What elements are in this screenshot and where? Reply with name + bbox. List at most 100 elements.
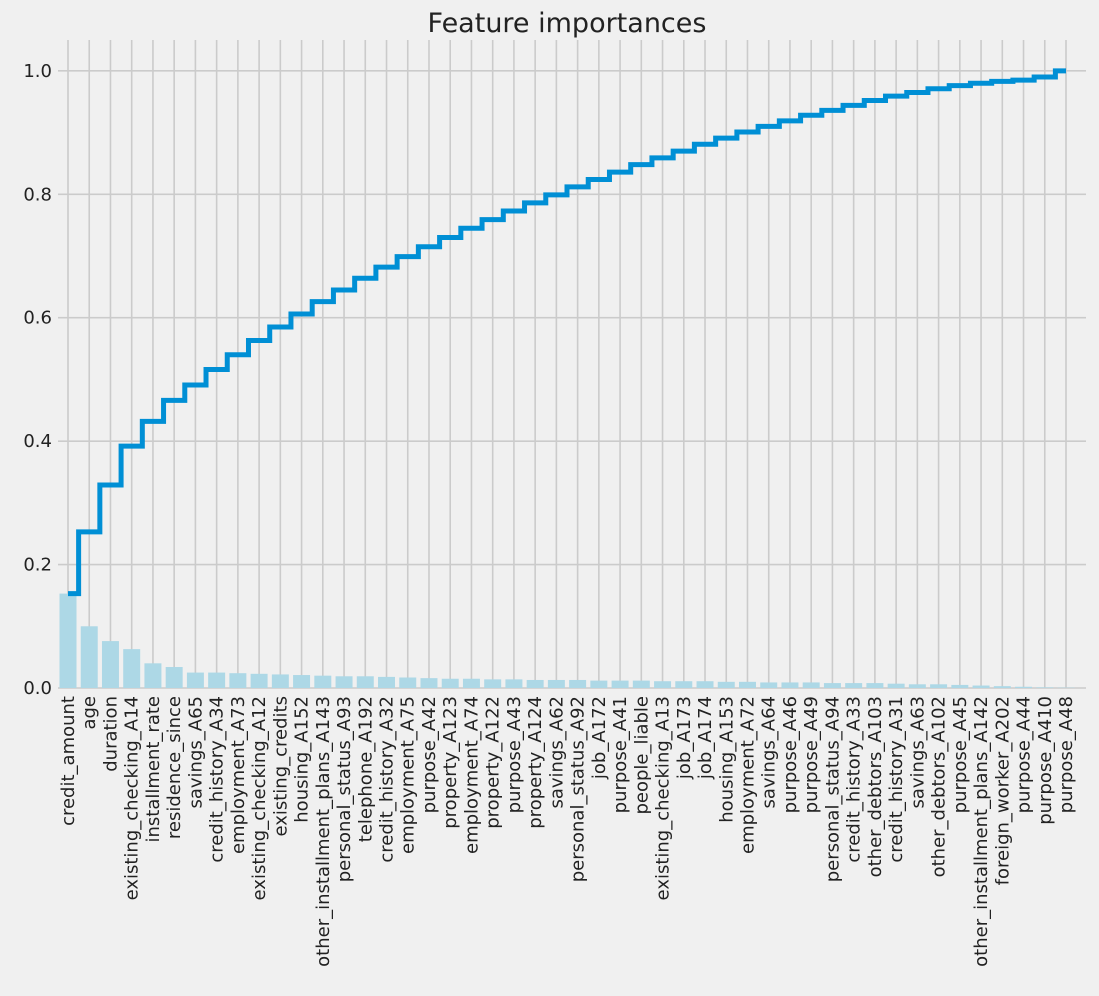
- importance-bar: [547, 679, 565, 688]
- x-tick-label: people_liable: [631, 696, 652, 815]
- importance-bar: [569, 679, 587, 688]
- importance-bar: [378, 676, 396, 688]
- x-tick-label: other_debtors_A102: [929, 696, 950, 877]
- importance-bar: [186, 672, 204, 688]
- x-tick-label: purpose_A45: [950, 696, 971, 813]
- importance-bar: [951, 684, 969, 688]
- x-tick-label: savings_A64: [759, 696, 780, 809]
- importance-bar: [908, 684, 926, 688]
- y-axis-ticks: 0.0 0.2 0.4 0.6 0.8 1.0: [23, 61, 52, 699]
- importance-bar: [1036, 687, 1054, 688]
- x-tick-label: purpose_A48: [1056, 696, 1077, 813]
- x-tick-label: job_A172: [589, 696, 610, 780]
- importance-bar: [335, 676, 353, 688]
- importance-bar: [484, 679, 502, 688]
- importance-bar: [993, 686, 1011, 688]
- x-tick-label: foreign_worker_A202: [992, 696, 1013, 885]
- x-tick-label: purpose_A410: [1035, 696, 1056, 825]
- x-tick-label: housing_A152: [292, 696, 313, 823]
- importance-bar: [1015, 686, 1033, 688]
- x-tick-label: credit_history_A32: [377, 696, 398, 863]
- importance-bar: [930, 684, 948, 688]
- y-tick-label: 0.2: [23, 555, 52, 576]
- importance-bar: [123, 649, 141, 688]
- importance-bar: [144, 663, 162, 688]
- importance-bar: [165, 667, 183, 688]
- x-tick-label: purpose_A44: [1014, 696, 1035, 813]
- x-tick-label: purpose_A41: [610, 696, 631, 813]
- importance-bar: [590, 680, 608, 688]
- x-axis-ticks: credit_amount age duration existing_checkin…: [58, 696, 1077, 967]
- grid-layer: [58, 40, 1086, 689]
- x-tick-label: purpose_A46: [780, 696, 801, 813]
- importance-bar: [866, 683, 884, 688]
- x-tick-label: purpose_A43: [504, 696, 525, 813]
- x-tick-label: residence_since: [164, 696, 185, 839]
- x-tick-label: employment_A74: [461, 696, 482, 854]
- x-tick-label: job_A173: [674, 696, 695, 780]
- y-tick-label: 0.0: [23, 678, 52, 699]
- x-tick-label: purpose_A49: [801, 696, 822, 813]
- x-tick-label: personal_status_A93: [334, 696, 355, 882]
- importance-bar: [611, 680, 629, 688]
- importance-bar: [887, 683, 905, 688]
- importance-bar: [632, 680, 650, 688]
- x-tick-label: other_installment_plans_A143: [313, 696, 334, 967]
- x-tick-label: savings_A65: [185, 696, 206, 809]
- importance-bar: [356, 676, 374, 688]
- x-tick-label: credit_history_A31: [886, 696, 907, 863]
- x-tick-label: personal_status_A92: [568, 696, 589, 882]
- x-tick-label: employment_A72: [737, 696, 758, 854]
- importance-bar: [462, 678, 480, 688]
- importance-bar: [675, 681, 693, 688]
- importance-bar: [760, 682, 778, 688]
- y-tick-label: 0.4: [23, 431, 52, 452]
- importance-bar: [781, 682, 799, 688]
- importance-bar: [229, 673, 247, 688]
- x-tick-label: credit_amount: [58, 696, 79, 826]
- x-tick-label: existing_checking_A14: [122, 696, 143, 900]
- chart-title: Feature importances: [428, 8, 707, 39]
- importance-bar: [420, 678, 438, 688]
- x-tick-label: telephone_A192: [355, 696, 376, 842]
- importance-bar: [526, 679, 544, 688]
- y-tick-label: 0.8: [23, 184, 52, 205]
- x-tick-label: existing_checking_A12: [249, 696, 270, 900]
- x-tick-label: savings_A62: [546, 696, 567, 809]
- bar-layer: [59, 593, 1075, 688]
- line-layer: [68, 68, 1066, 597]
- importance-bar: [505, 679, 523, 688]
- importance-bar: [845, 683, 863, 688]
- importance-bar: [399, 677, 417, 688]
- importance-bar: [717, 681, 735, 688]
- importance-bar: [250, 673, 268, 688]
- importance-bar: [208, 672, 226, 688]
- importance-bar: [823, 683, 841, 688]
- x-tick-label: job_A174: [695, 696, 716, 780]
- importance-bar: [802, 682, 820, 688]
- importance-bar: [101, 641, 119, 688]
- x-tick-label: employment_A73: [228, 696, 249, 854]
- importance-bar: [293, 675, 311, 688]
- x-tick-label: personal_status_A94: [822, 696, 843, 882]
- importance-bar: [314, 675, 332, 688]
- x-tick-label: credit_history_A33: [844, 696, 865, 863]
- y-tick-label: 0.6: [23, 308, 52, 329]
- x-tick-label: property_A122: [483, 696, 504, 829]
- importance-bar: [972, 685, 990, 688]
- importance-bar: [80, 626, 98, 688]
- x-tick-label: duration: [100, 696, 121, 772]
- x-tick-label: other_debtors_A103: [865, 696, 886, 877]
- x-tick-label: employment_A75: [398, 696, 419, 854]
- cumulative-importance-line: [68, 68, 1066, 597]
- x-tick-label: savings_A63: [907, 696, 928, 809]
- x-tick-label: property_A123: [440, 696, 461, 829]
- importance-bar: [441, 678, 459, 688]
- x-tick-label: installment_rate: [143, 696, 164, 843]
- importance-bar: [696, 681, 714, 688]
- x-tick-label: credit_history_A34: [207, 696, 228, 863]
- x-tick-label: existing_checking_A13: [653, 696, 674, 900]
- x-tick-label: property_A124: [525, 696, 546, 829]
